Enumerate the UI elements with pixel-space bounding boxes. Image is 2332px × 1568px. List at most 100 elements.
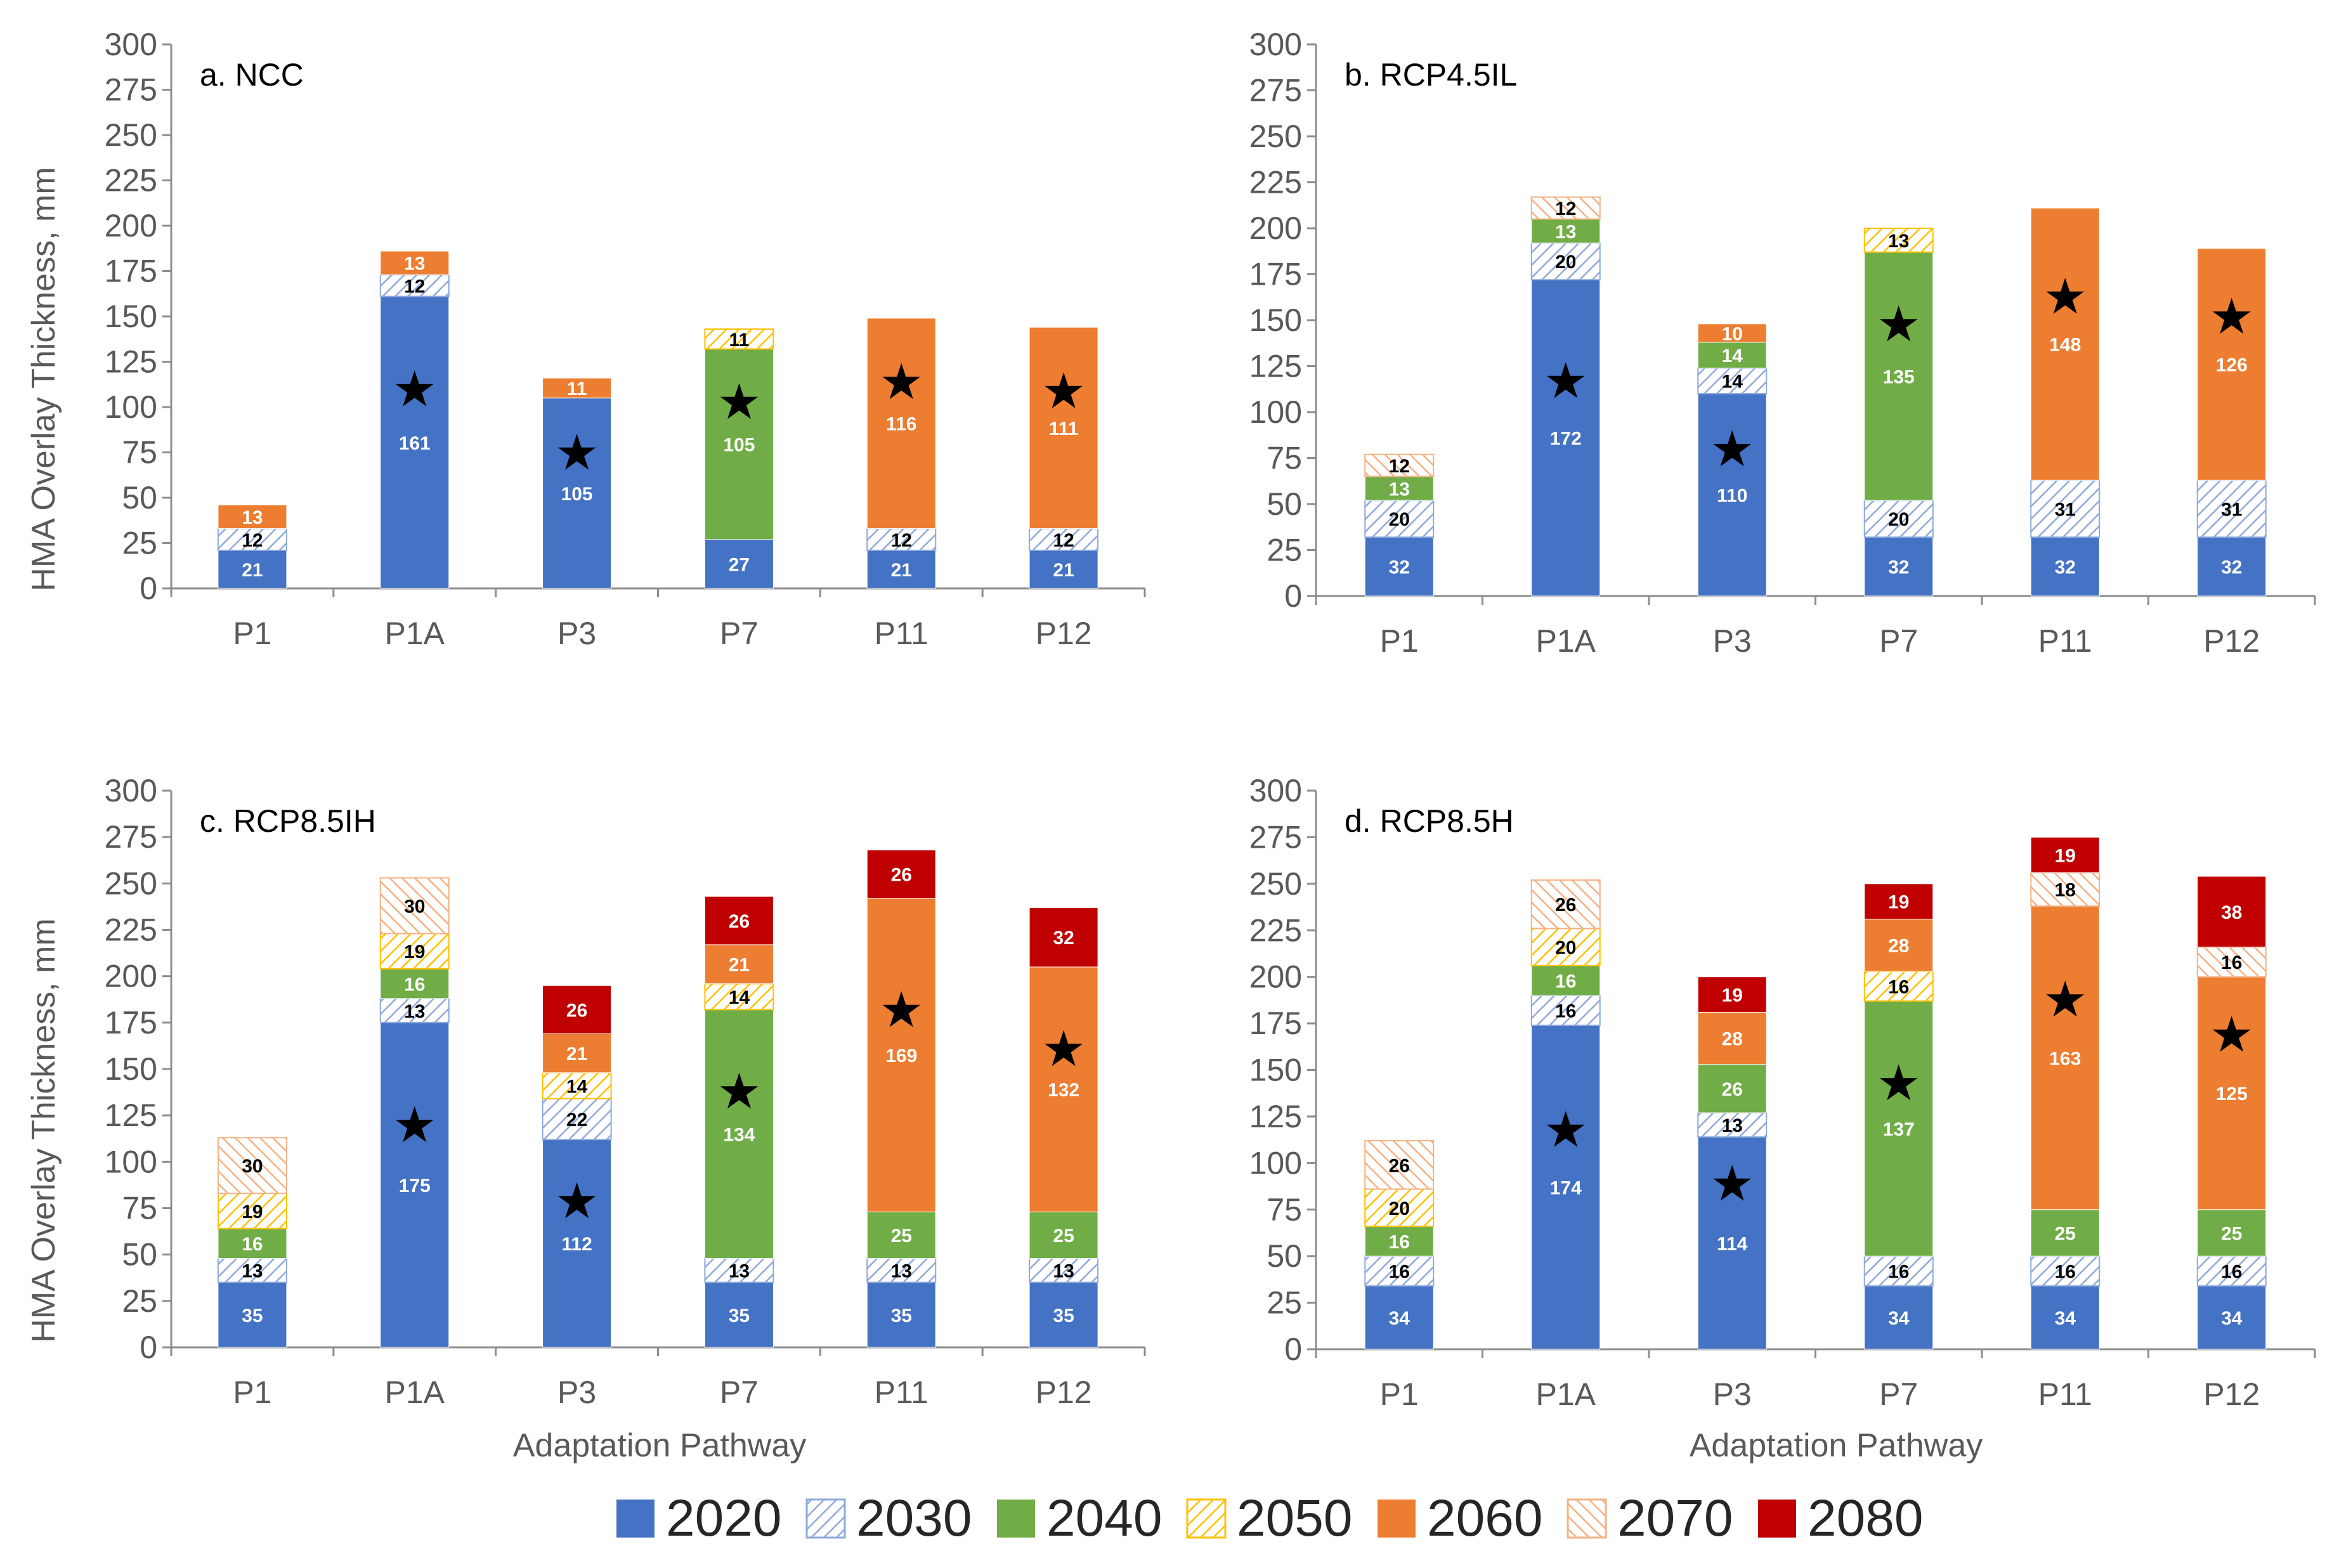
y-tick-label: 25 bbox=[1267, 1285, 1302, 1321]
bar-segment-2040 bbox=[866, 1211, 936, 1259]
legend-item-2040: 2040 bbox=[997, 1489, 1162, 1547]
y-tick-label: 0 bbox=[140, 1330, 157, 1365]
star-marker: ★ bbox=[717, 1063, 761, 1120]
legend-label: 2050 bbox=[1237, 1489, 1352, 1547]
bar-segment-2030 bbox=[1530, 242, 1601, 281]
y-tick-label: 175 bbox=[1249, 257, 1302, 292]
stacked-bar-P3: 112 22 14 21 26 ★ bbox=[542, 985, 612, 1348]
shared-axis-labels: HMA Overlay Thickness, mm HMA Overlay Thi… bbox=[25, 167, 1983, 1464]
bar-segment-2020 bbox=[866, 550, 936, 589]
data-label: 14 bbox=[1722, 372, 1743, 392]
data-label: 13 bbox=[1389, 479, 1410, 500]
star-marker: ★ bbox=[1041, 363, 1086, 420]
data-label: 135 bbox=[1883, 366, 1915, 387]
bar-segment-2030 bbox=[2030, 1255, 2101, 1287]
data-label: 26 bbox=[891, 865, 912, 886]
stacked-bar-P12: 21 12 111★ bbox=[1029, 327, 1099, 589]
y-tick-label: 125 bbox=[105, 344, 157, 380]
y-tick-label: 250 bbox=[105, 117, 157, 153]
legend-label: 2030 bbox=[856, 1489, 972, 1547]
data-label: 13 bbox=[242, 1261, 263, 1282]
data-label: 148 bbox=[2049, 335, 2081, 356]
data-label: 25 bbox=[2221, 1223, 2242, 1244]
bar-segment-2050 bbox=[704, 983, 774, 1011]
data-label: 18 bbox=[2055, 880, 2076, 901]
legend-item-2020: 2020 bbox=[616, 1489, 781, 1547]
bar-segment-2080 bbox=[2030, 836, 2100, 873]
bar-segment-2080 bbox=[542, 985, 612, 1034]
bar-segment-2020 bbox=[1697, 393, 1767, 597]
bar-segment-2080 bbox=[1029, 907, 1098, 968]
star-marker: ★ bbox=[1041, 1021, 1086, 1078]
bar-segment-2040 bbox=[218, 1228, 287, 1259]
star-marker: ★ bbox=[717, 373, 761, 431]
chart-panel: 0 25 50 75 100 125 150 175 200 225 250 275 300 a. NCC… bbox=[105, 27, 1146, 651]
legend-label: 2040 bbox=[1046, 1489, 1162, 1547]
data-label: 34 bbox=[2055, 1308, 2076, 1329]
data-label: 31 bbox=[2221, 499, 2242, 520]
y-tick-label: 75 bbox=[1267, 441, 1302, 476]
data-label: 35 bbox=[891, 1306, 912, 1326]
bar-segment-2050 bbox=[542, 1072, 612, 1099]
stacked-bar-P12: 34 16 25 125 16 38 ★ bbox=[2196, 876, 2267, 1350]
bar-segment-2060 bbox=[1864, 919, 1934, 972]
chart-panel: 0 25 50 75 100 125 150 175 200 225 250 275 300 d. RCP… bbox=[1249, 773, 2316, 1412]
data-label: 111 bbox=[1049, 418, 1079, 439]
x-tick-label: P12 bbox=[2203, 1377, 2260, 1412]
bar-segment-2040 bbox=[1864, 1001, 1934, 1257]
y-tick-label: 275 bbox=[105, 72, 157, 108]
bar-segment-2040 bbox=[1697, 342, 1767, 368]
data-label: 11 bbox=[729, 330, 750, 351]
bar-segment-2030 bbox=[1029, 528, 1099, 551]
x-tick-label: P7 bbox=[720, 1375, 759, 1410]
data-label: 19 bbox=[404, 942, 425, 962]
x-tick-label: P12 bbox=[2203, 623, 2260, 659]
stacked-bar-P1A: 174 16 16 20 26 ★ bbox=[1530, 879, 1601, 1350]
bar-segment-2020 bbox=[2197, 536, 2267, 597]
data-label: 13 bbox=[404, 254, 425, 275]
data-label: 13 bbox=[729, 1261, 750, 1282]
legend-swatch bbox=[1567, 1498, 1607, 1539]
data-label: 13 bbox=[1888, 231, 1909, 252]
data-label: 161 bbox=[399, 433, 431, 454]
data-label: 21 bbox=[891, 560, 912, 581]
bar-segment-2020 bbox=[1531, 279, 1601, 597]
legend-item-2050: 2050 bbox=[1186, 1489, 1352, 1547]
panel-title: d. RCP8.5H bbox=[1345, 803, 1514, 839]
y-tick-label: 100 bbox=[1249, 394, 1302, 430]
data-label: 20 bbox=[1389, 1198, 1410, 1219]
bar-segment-2060 bbox=[866, 318, 936, 529]
bar-segment-2050 bbox=[1863, 228, 1934, 253]
legend-item-2080: 2080 bbox=[1758, 1489, 1923, 1547]
star-marker: ★ bbox=[2043, 971, 2087, 1028]
legend-item-2060: 2060 bbox=[1378, 1489, 1542, 1547]
data-label: 35 bbox=[242, 1306, 263, 1326]
x-tick-label: P1A bbox=[384, 616, 445, 651]
bar-segment-2060 bbox=[380, 250, 450, 275]
data-label: 19 bbox=[1722, 985, 1743, 1006]
bar-segment-2020 bbox=[2030, 536, 2100, 597]
data-label: 16 bbox=[2221, 1262, 2242, 1283]
bar-segment-2060 bbox=[2030, 905, 2100, 1210]
bar-segment-2080 bbox=[2197, 876, 2267, 948]
data-label: 172 bbox=[1550, 429, 1582, 450]
bar-segment-2040 bbox=[1364, 1226, 1434, 1257]
y-tick-label: 100 bbox=[105, 1144, 157, 1179]
bar-segment-2020 bbox=[704, 539, 774, 589]
star-marker: ★ bbox=[2210, 1007, 2254, 1064]
bar-segment-2040 bbox=[2197, 1209, 2267, 1257]
data-label: 12 bbox=[242, 530, 263, 551]
bar-segment-2030 bbox=[2196, 1255, 2267, 1287]
data-label: 13 bbox=[404, 1001, 425, 1022]
y-tick-label: 150 bbox=[105, 299, 157, 334]
stacked-bar-P12: 32 31 126 ★ bbox=[2196, 248, 2267, 597]
bar-segment-2080 bbox=[1864, 883, 1934, 920]
x-tick-label: P1 bbox=[1380, 1377, 1419, 1412]
data-label: 28 bbox=[1888, 936, 1909, 957]
data-label: 14 bbox=[729, 987, 750, 1008]
data-label: 112 bbox=[561, 1234, 592, 1255]
